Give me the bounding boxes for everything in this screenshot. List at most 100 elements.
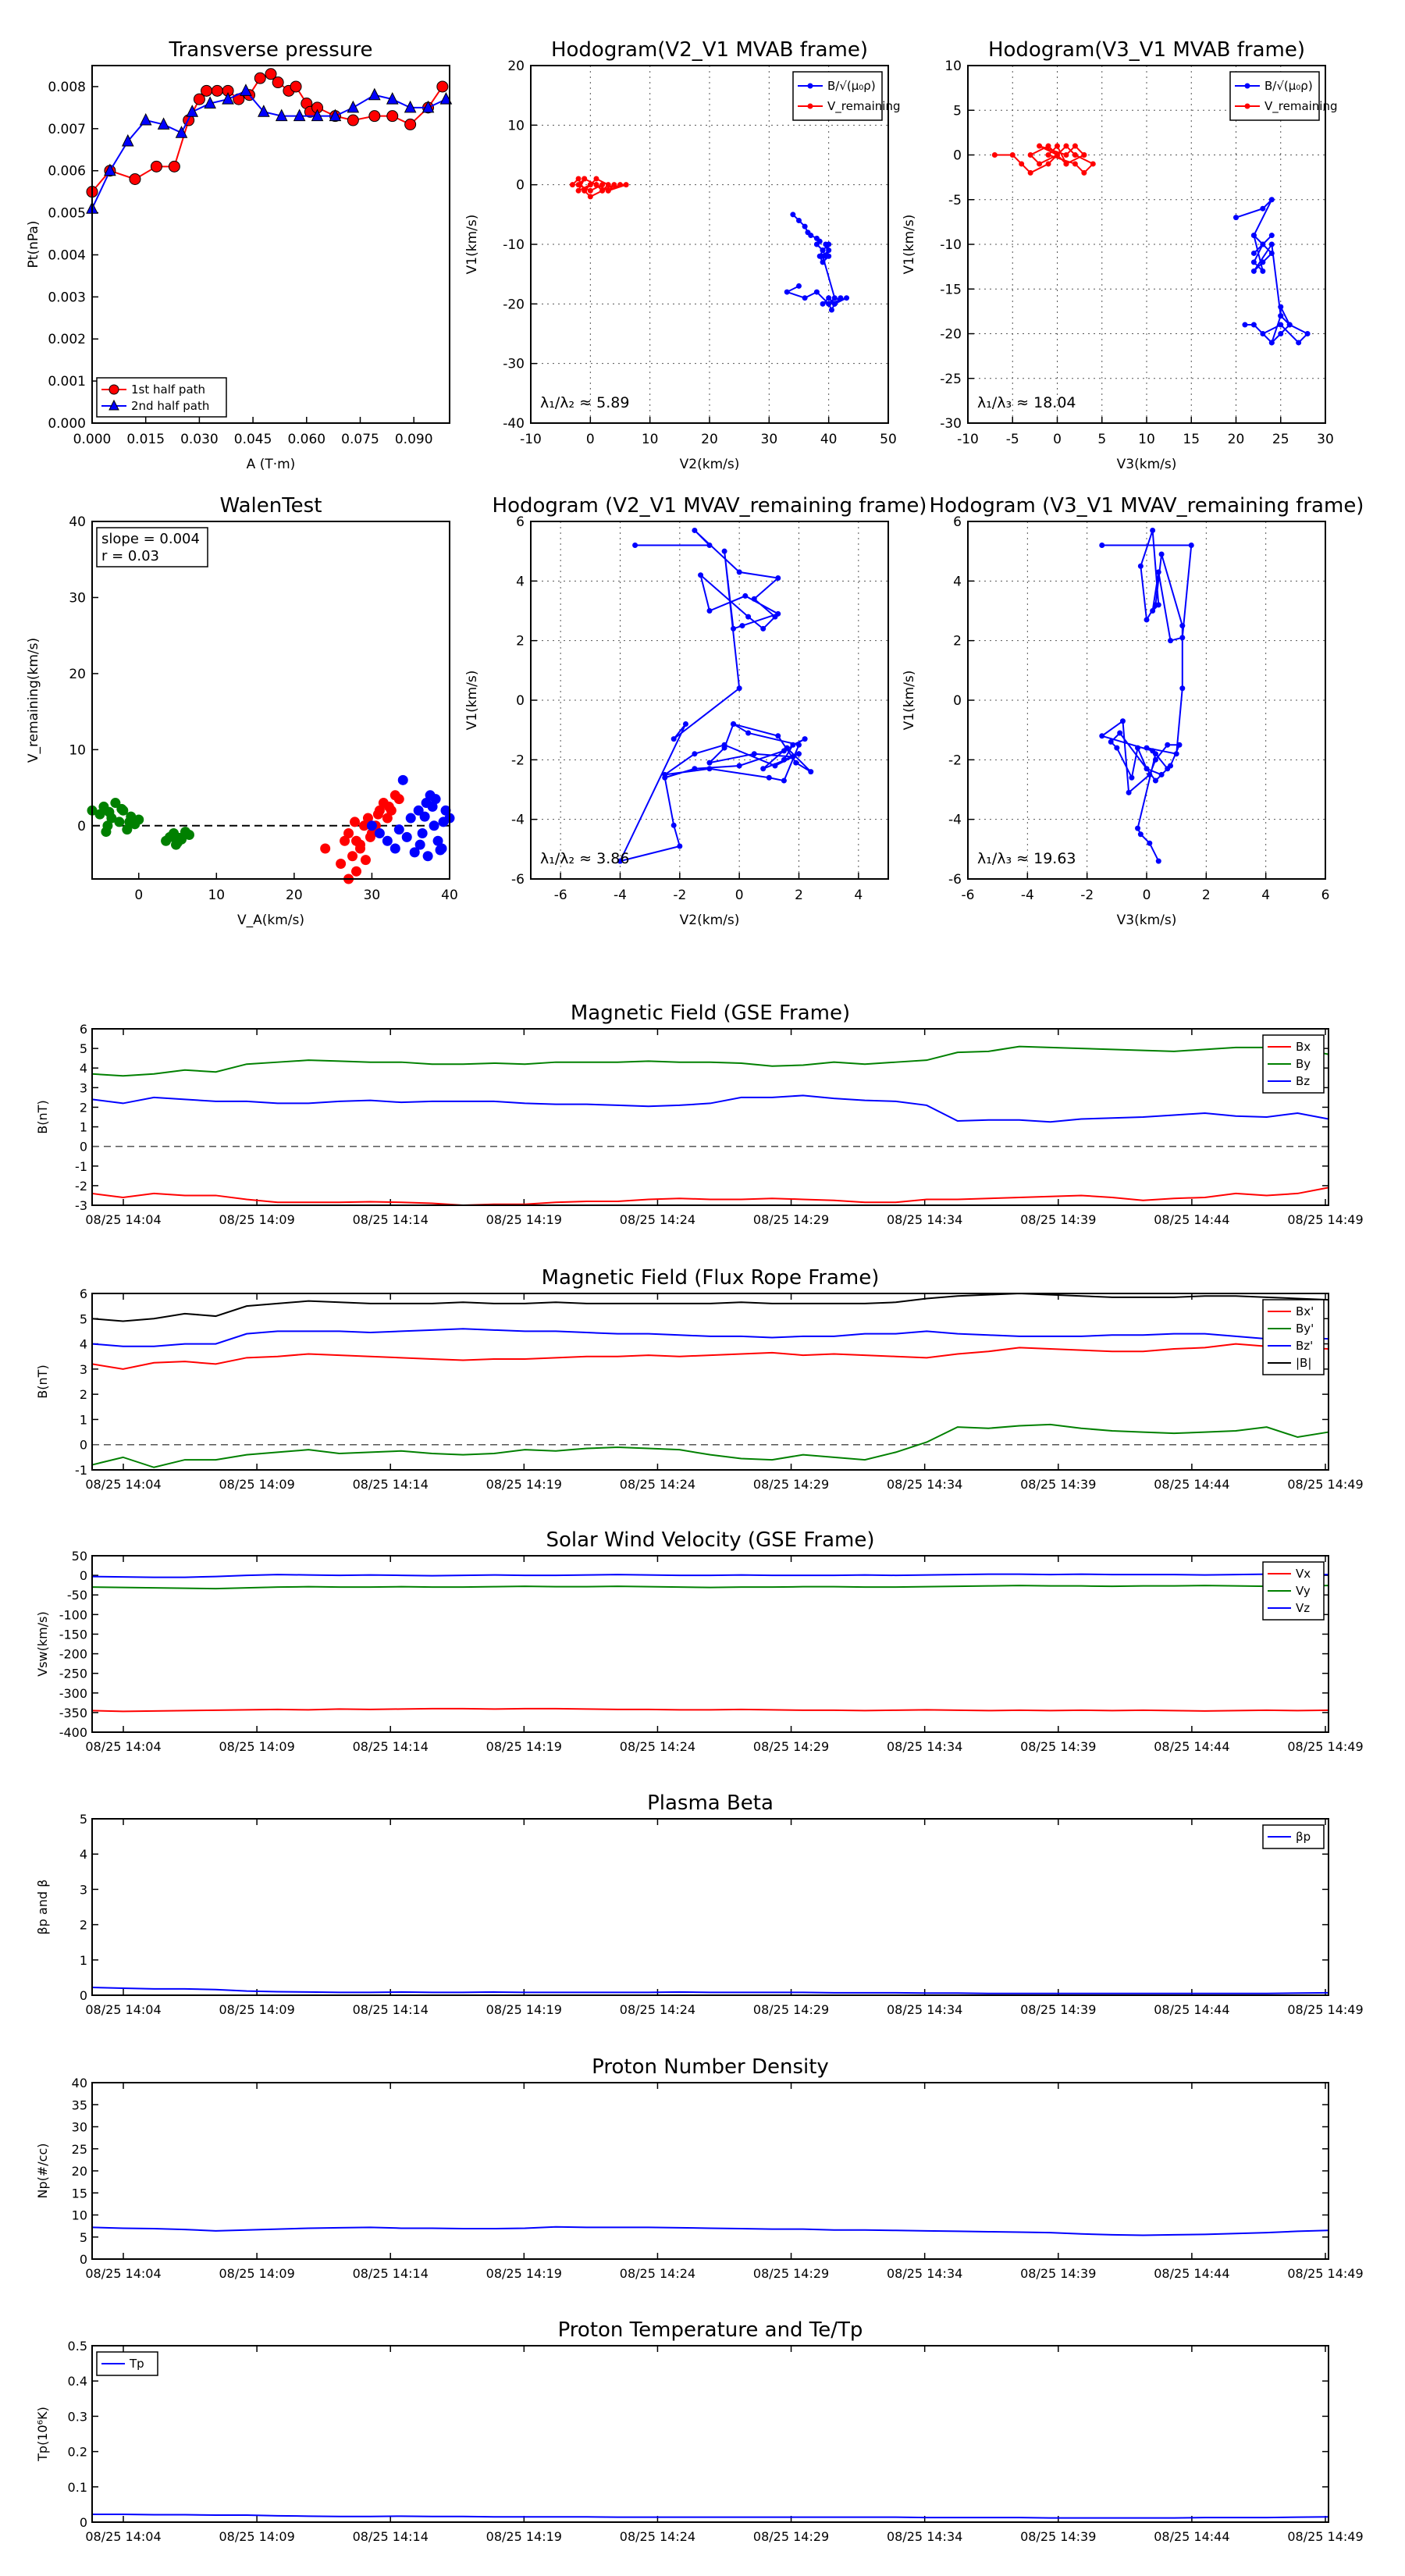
walen-point-blue <box>430 794 441 805</box>
time-tick-label: 08/25 14:24 <box>620 1739 695 1754</box>
legend-marker <box>108 384 119 395</box>
walen-point-blue <box>438 817 449 827</box>
walen-point-green <box>110 798 121 809</box>
hodogram-point <box>1108 738 1114 745</box>
y-tick-label: -20 <box>940 327 962 343</box>
legend-marker <box>807 83 813 89</box>
data-point-second-half <box>139 112 152 126</box>
hodogram-point <box>1152 756 1158 763</box>
hodogram-point <box>828 307 834 313</box>
walen-point-red <box>347 851 358 862</box>
y-tick-label: 0.2 <box>68 2445 87 2460</box>
chart-hodo4: -6 -4 -2 0 2 4 6 -6 -4 -2 0 2 4 6 V3(km/s) V1(km/s) Hodo… <box>902 494 1364 928</box>
legend-label: |B| <box>1296 1356 1311 1370</box>
time-tick-label: 08/25 14:24 <box>620 2529 695 2544</box>
hodogram-point <box>1135 745 1141 751</box>
hodogram-point <box>1150 608 1156 614</box>
hodogram-point <box>1152 777 1158 784</box>
x-tick-label: 30 <box>1317 432 1334 447</box>
hodogram-point <box>1250 268 1257 274</box>
data-point-second-half <box>439 91 453 105</box>
walen-point-blue <box>419 811 430 822</box>
hodogram-point <box>569 182 575 188</box>
walen-point-green <box>183 829 194 840</box>
hodogram-point <box>802 295 808 301</box>
walen-point-blue <box>435 845 446 856</box>
time-tick-label: 08/25 14:29 <box>753 1212 829 1227</box>
hodogram-point <box>1268 340 1275 346</box>
data-point-second-half <box>175 126 188 138</box>
hodogram-point <box>796 742 802 748</box>
data-point-second-half <box>104 163 116 176</box>
time-tick-label: 08/25 14:49 <box>1287 1739 1363 1754</box>
hodogram-point <box>790 742 796 748</box>
y-tick-label: 3 <box>80 1882 87 1897</box>
x-tick-label: 15 <box>1183 432 1200 447</box>
plot-frame <box>91 1028 1329 1206</box>
hodogram-point <box>1152 602 1158 608</box>
chart-tp: 0.000 0.015 0.030 0.045 0.060 0.075 0.090 0.000… <box>26 38 453 472</box>
y-tick-label: -30 <box>940 416 962 432</box>
x-tick-label: 0.090 <box>395 432 433 447</box>
hodogram-point <box>775 575 781 582</box>
time-tick-label: 08/25 14:09 <box>219 2529 294 2544</box>
chart-hodo2: -10 -5 0 5 10 15 20 25 30 -30 -25 -20 -15 -10 -5 0 5 10 V3… <box>902 38 1338 472</box>
x-tick-label: 0.015 <box>126 432 165 447</box>
walen-point-red <box>360 855 371 866</box>
hodogram-point <box>739 623 745 629</box>
x-tick-label: 0.045 <box>234 432 272 447</box>
series-line <box>91 1292 1329 1322</box>
time-tick-label: 08/25 14:29 <box>753 1739 829 1754</box>
hodogram-point <box>1063 161 1069 167</box>
hodogram-point <box>1260 331 1266 336</box>
hodogram-point <box>1037 143 1043 149</box>
plot-frame <box>91 1293 1329 1471</box>
time-tick-label: 08/25 14:19 <box>486 2002 562 2017</box>
y-tick-label: -200 <box>59 1647 87 1662</box>
legend-marker <box>1244 83 1250 89</box>
y-tick-label: 20 <box>72 2164 87 2179</box>
chart-hodo1: -10 0 10 20 30 40 50 -40 -30 -20 -10 0 10 20 V2(km/s) V… <box>464 38 901 472</box>
chart-hodo3: -6 -4 -2 0 2 4 -6 -4 -2 0 2 4 6 V2(km/s) V1(km/s) Hodog… <box>464 494 927 928</box>
y-tick-label: 6 <box>953 514 962 530</box>
hodogram-point <box>844 295 850 301</box>
hodogram-point <box>575 187 582 194</box>
hodogram-point <box>1260 241 1266 247</box>
hodogram-point <box>1278 313 1284 319</box>
y-tick-label: 4 <box>953 574 962 589</box>
hodogram-point <box>1072 152 1078 158</box>
series-line <box>91 1328 1329 1347</box>
hodogram-trace <box>1236 199 1309 344</box>
hodogram-point <box>1126 789 1132 795</box>
walen-point-red <box>383 801 394 812</box>
x-axis-label: V_A(km/s) <box>237 913 304 928</box>
hodogram-point <box>1250 250 1257 256</box>
time-tick-label: 08/25 14:09 <box>219 2266 294 2281</box>
walen-point-green <box>133 814 144 825</box>
y-axis-label: βp and β <box>35 1880 50 1935</box>
series-line <box>91 1987 1329 1994</box>
time-tick-label: 08/25 14:39 <box>1020 2266 1096 2281</box>
y-tick-label: 20 <box>69 667 86 682</box>
hodogram-point <box>813 289 820 295</box>
hodogram-trace <box>571 177 627 198</box>
time-tick-label: 08/25 14:09 <box>219 1212 294 1227</box>
series-line <box>91 1585 1329 1590</box>
chart-title: WalenTest <box>220 494 322 518</box>
y-tick-label: 0 <box>953 693 962 709</box>
hodogram-point <box>796 283 802 289</box>
hodogram-point <box>1304 331 1311 336</box>
y-tick-label: 0 <box>77 819 86 834</box>
time-tick-label: 08/25 14:44 <box>1154 1739 1229 1754</box>
x-tick-label: -6 <box>962 888 975 903</box>
hodogram-point <box>813 241 820 247</box>
data-point-second-half <box>293 109 306 122</box>
y-tick-label: 5 <box>953 103 962 119</box>
data-point-second-half <box>329 109 342 122</box>
hodogram-point <box>1158 771 1165 777</box>
hodogram-point <box>745 730 752 736</box>
time-tick-label: 08/25 14:29 <box>753 2266 829 2281</box>
hodogram-point <box>1250 322 1257 328</box>
x-tick-label: 0.000 <box>73 432 112 447</box>
time-tick-label: 08/25 14:34 <box>887 2529 962 2544</box>
